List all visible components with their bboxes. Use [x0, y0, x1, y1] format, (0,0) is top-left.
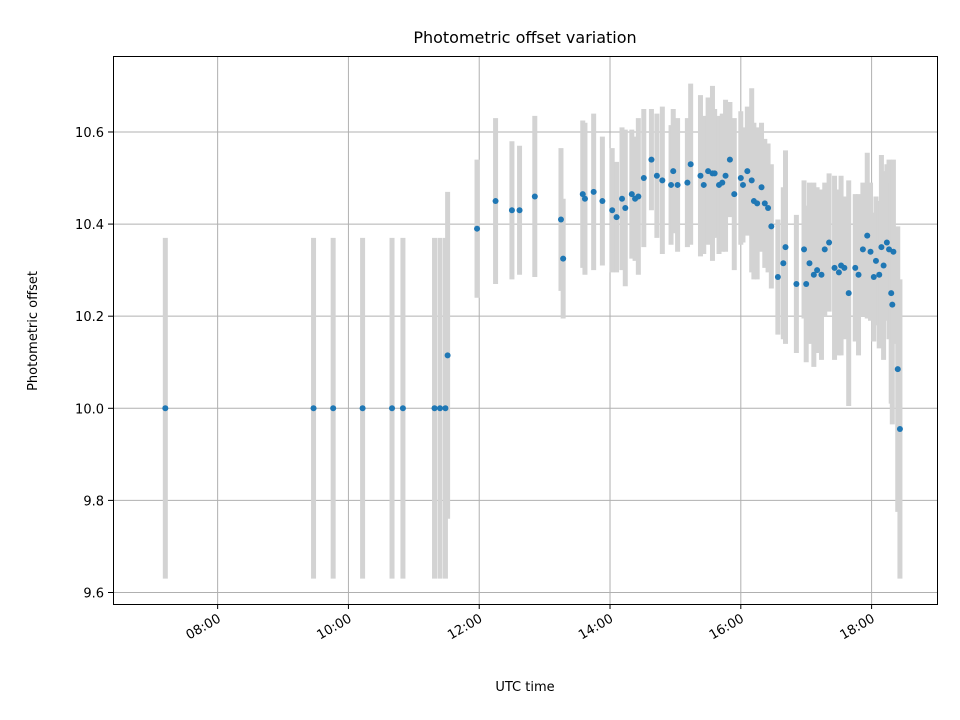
data-point: [864, 232, 871, 239]
y-tick-label: 10.0: [75, 402, 104, 417]
data-point: [648, 156, 655, 163]
data-point: [841, 264, 848, 271]
data-point: [359, 405, 366, 412]
data-point: [737, 175, 744, 182]
data-point: [560, 255, 567, 262]
y-tick-label: 10.6: [75, 126, 104, 141]
data-point: [826, 239, 833, 246]
data-points: [162, 156, 903, 433]
y-tick-label: 10.2: [75, 310, 104, 325]
data-point: [803, 280, 810, 287]
data-point: [890, 248, 897, 255]
data-point: [389, 405, 396, 412]
data-point: [722, 172, 729, 179]
data-point: [818, 271, 825, 278]
data-point: [668, 181, 675, 188]
data-point: [653, 172, 660, 179]
data-point: [700, 181, 707, 188]
data-point: [442, 405, 449, 412]
data-point: [852, 264, 859, 271]
data-point: [889, 301, 896, 308]
chart-title: Photometric offset variation: [413, 28, 636, 47]
data-point: [867, 248, 874, 255]
data-point: [599, 198, 606, 205]
data-point: [516, 207, 523, 214]
data-point: [590, 188, 597, 195]
data-point: [162, 405, 169, 412]
data-point: [814, 267, 821, 274]
data-point: [619, 195, 626, 202]
y-axis-label: Photometric offset: [26, 271, 41, 391]
data-point: [310, 405, 317, 412]
data-point: [845, 290, 852, 297]
data-point: [782, 244, 789, 251]
data-point: [613, 214, 620, 221]
plot-area-frame: [113, 56, 938, 605]
data-point: [810, 271, 817, 278]
data-point: [774, 274, 781, 281]
data-point: [508, 207, 515, 214]
data-point: [609, 207, 616, 214]
data-point: [872, 257, 879, 264]
data-point: [726, 156, 733, 163]
data-point: [806, 260, 813, 267]
data-point: [330, 405, 337, 412]
data-point: [399, 405, 406, 412]
y-tick-label: 10.4: [75, 218, 104, 233]
data-point: [687, 161, 694, 168]
data-point: [557, 216, 564, 223]
x-axis-label: UTC time: [495, 680, 554, 695]
data-point: [831, 264, 838, 271]
data-point: [711, 170, 718, 177]
data-point: [758, 184, 765, 191]
data-point: [780, 260, 787, 267]
data-point: [855, 271, 862, 278]
data-point: [883, 239, 890, 246]
data-point: [765, 204, 772, 211]
data-point: [628, 191, 635, 198]
data-point: [719, 179, 726, 186]
data-point: [670, 168, 677, 175]
data-point: [859, 246, 866, 253]
data-point: [579, 191, 586, 198]
data-point: [444, 352, 451, 359]
data-point: [739, 181, 746, 188]
y-axis: 9.6 9.8 10.0 10.2 10.4 10.6: [75, 126, 113, 601]
data-point: [674, 181, 681, 188]
data-point: [744, 168, 751, 175]
data-point: [640, 175, 647, 182]
data-point: [474, 225, 481, 232]
data-point: [731, 191, 738, 198]
y-tick-label: 9.8: [83, 494, 104, 509]
data-point: [436, 405, 443, 412]
data-point: [748, 177, 755, 184]
data-point: [801, 246, 808, 253]
data-point: [896, 426, 903, 433]
data-point: [635, 193, 642, 200]
data-point: [876, 271, 883, 278]
grid: [113, 56, 937, 604]
data-point: [431, 405, 438, 412]
data-point: [870, 274, 877, 281]
data-point: [697, 172, 704, 179]
data-point: [531, 193, 538, 200]
data-point: [761, 200, 768, 207]
data-point: [821, 246, 828, 253]
data-point: [492, 198, 499, 205]
data-point: [880, 262, 887, 269]
y-tick-label: 9.6: [83, 586, 104, 601]
data-point: [793, 280, 800, 287]
data-point: [835, 269, 842, 276]
data-point: [894, 366, 901, 373]
data-point: [754, 200, 761, 207]
data-point: [768, 223, 775, 230]
data-point: [622, 204, 629, 211]
data-point: [684, 179, 691, 186]
data-point: [659, 177, 666, 184]
data-point: [888, 290, 895, 297]
data-point: [878, 244, 885, 251]
data-point: [581, 195, 588, 202]
